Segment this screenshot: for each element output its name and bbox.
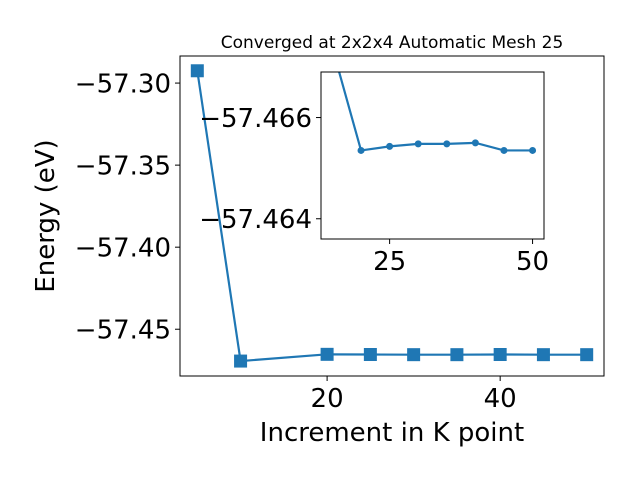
main-data-point xyxy=(363,348,377,362)
main-data-point xyxy=(580,348,594,362)
chart-title: Converged at 2x2x4 Automatic Mesh 25 xyxy=(221,33,564,53)
x-axis-label: Increment in K point xyxy=(260,418,524,448)
inset-y-ticks: −57.466 −57.464 xyxy=(199,104,321,235)
inset-x-tick-label: 50 xyxy=(516,247,549,277)
inset-plot-area xyxy=(338,72,537,154)
inset-data-point xyxy=(529,146,537,154)
inset-data-point xyxy=(500,146,508,154)
inset-x-tick-label: 25 xyxy=(373,247,406,277)
inset-background xyxy=(321,72,544,239)
main-y-tick-label: −57.35 xyxy=(75,151,171,181)
inset-data-point xyxy=(414,140,422,148)
main-data-point xyxy=(493,348,507,362)
main-data-point xyxy=(407,348,421,362)
main-data-point xyxy=(320,347,334,361)
inset-data-point xyxy=(357,146,365,154)
inset-data-point xyxy=(443,140,451,148)
inset-x-ticks: 25 50 xyxy=(373,239,549,277)
main-x-tick-label: 40 xyxy=(484,384,517,414)
inset-y-tick-label: −57.466 xyxy=(199,104,312,134)
main-x-tick-label: 20 xyxy=(311,384,344,414)
inset-series-line xyxy=(338,72,533,152)
main-y-tick-label: −57.45 xyxy=(75,316,171,346)
main-markers xyxy=(190,64,594,368)
y-axis-label: Energy (eV) xyxy=(31,139,61,292)
main-data-point xyxy=(234,354,248,368)
main-data-point xyxy=(190,64,204,78)
main-axes: 20 40 −57.30−57.35−57.40−57.45 Converged … xyxy=(31,33,605,448)
main-y-tick-label: −57.30 xyxy=(75,69,171,99)
inset-y-tick-label: −57.464 xyxy=(199,205,312,235)
main-x-ticks: 20 40 xyxy=(311,376,517,414)
inset-data-point xyxy=(386,142,394,150)
main-data-point xyxy=(450,348,464,362)
inset-axes-frame xyxy=(320,71,545,240)
main-data-point xyxy=(536,348,550,362)
inset-data-point xyxy=(471,139,479,147)
main-y-tick-label: −57.40 xyxy=(75,234,171,264)
inset-axes: 25 50 −57.466 −57.464 xyxy=(199,71,549,277)
main-y-ticks: −57.30 −57.35 −57.40 −57.45 xyxy=(75,69,180,346)
main-axes-frame xyxy=(179,55,605,377)
